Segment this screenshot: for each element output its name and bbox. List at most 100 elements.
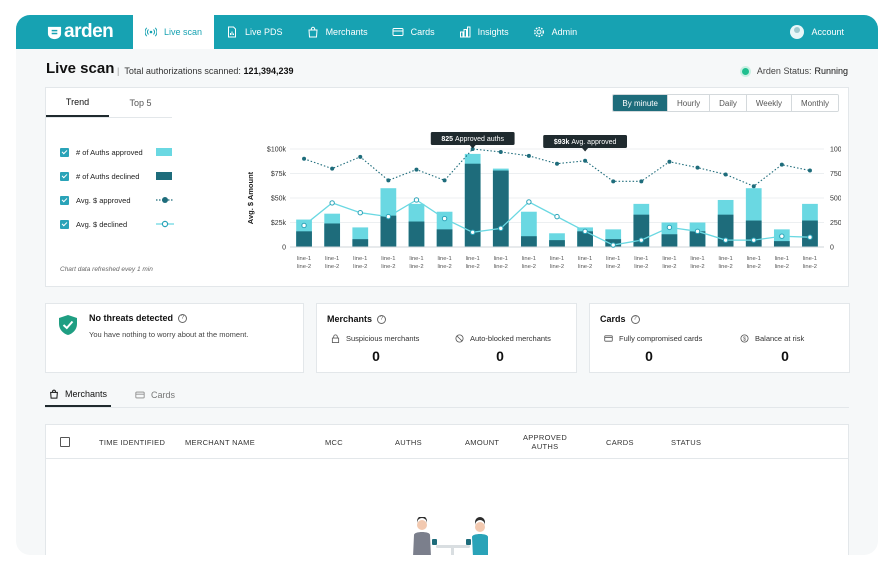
point-avg-approved	[667, 159, 672, 164]
legend-avg-approved[interactable]: Avg. $ approved	[60, 193, 190, 207]
arden-logo-icon	[47, 26, 62, 39]
chart-tooltip-arrow	[469, 145, 476, 149]
tab-merchants[interactable]: Merchants	[45, 383, 112, 407]
y-tick-right: 1000	[830, 147, 841, 154]
shopping-bag-icon	[50, 389, 58, 399]
checkbox-icon[interactable]	[60, 195, 69, 205]
metric-label-row: $ Balance at risk	[740, 334, 860, 343]
cards-card-title-text: Cards	[600, 314, 626, 324]
x-tick-label: line-1	[775, 256, 789, 262]
dotted-line-swatch-icon	[156, 197, 174, 203]
select-all-checkbox[interactable]	[60, 437, 70, 447]
col-merchant-name[interactable]: MERCHANT NAME	[185, 437, 256, 447]
x-tick-label: line-2	[719, 264, 733, 270]
chart-tooltip-label: Approved auths	[455, 136, 505, 143]
gran-by-minute[interactable]: By minute	[613, 95, 667, 111]
point-avg-approved	[358, 154, 363, 159]
tab-cards[interactable]: Cards	[131, 383, 179, 407]
shopping-bag-icon	[308, 26, 318, 38]
x-tick-label: line-2	[297, 264, 311, 270]
x-tick-label: line-2	[775, 264, 789, 270]
x-tick-label: line-1	[494, 256, 508, 262]
bar-auths-declined	[521, 236, 537, 247]
x-tick-label: line-1	[522, 256, 536, 262]
nav-live-scan-label: Live scan	[164, 27, 203, 37]
legend-auths-declined[interactable]: # of Auths declined	[60, 169, 190, 183]
help-icon[interactable]: ?	[630, 314, 640, 324]
point-avg-declined	[779, 233, 785, 239]
legend-auths-approved[interactable]: # of Auths approved	[60, 145, 190, 159]
nav-insights-label: Insights	[477, 27, 509, 37]
y-tick-right: 0	[830, 245, 834, 252]
bar-auths-declined	[408, 221, 425, 247]
gran-weekly[interactable]: Weekly	[745, 95, 791, 111]
legend-label: Avg. $ declined	[76, 219, 128, 229]
point-avg-declined	[301, 222, 307, 229]
nav-cards[interactable]: Cards	[380, 15, 447, 49]
account-menu[interactable]: Account	[790, 15, 844, 49]
y-axis-title-left: Avg. $ Amount	[246, 171, 255, 224]
point-avg-approved	[751, 184, 756, 189]
point-avg-approved	[442, 178, 447, 183]
metric-value: 0	[645, 348, 653, 364]
checkbox-icon[interactable]	[60, 147, 69, 157]
gran-monthly[interactable]: Monthly	[790, 95, 838, 111]
x-tick-label: line-2	[409, 264, 423, 270]
x-tick-label: line-2	[353, 264, 367, 270]
legend-avg-declined[interactable]: Avg. $ declined	[60, 217, 190, 231]
legend-label: Avg. $ approved	[76, 195, 131, 205]
line-avg-approved	[303, 148, 811, 187]
col-time-identified[interactable]: TIME IDENTIFIED	[99, 437, 166, 447]
point-avg-declined	[638, 237, 645, 243]
col-mcc[interactable]: MCC	[325, 437, 343, 447]
bar-dark-swatch-icon	[156, 172, 172, 180]
tab-trend[interactable]: Trend	[46, 88, 109, 117]
checkbox-icon[interactable]	[60, 219, 69, 229]
nav-live-pds[interactable]: Live PDS	[214, 15, 295, 49]
col-status[interactable]: STATUS	[671, 437, 702, 447]
col-amount[interactable]: AMOUNT	[465, 437, 500, 447]
metric-label: Fully compromised cards	[619, 334, 703, 343]
legend-label: # of Auths declined	[76, 171, 140, 181]
y-tick-left: $25k	[271, 220, 287, 227]
point-avg-approved	[414, 167, 419, 172]
point-avg-declined	[694, 228, 701, 235]
y-tick-right: 500	[830, 196, 841, 203]
col-approved-auths[interactable]: APPROVED AUTHS	[522, 433, 568, 451]
x-tick-label: line-2	[466, 264, 480, 270]
x-tick-label: line-2	[437, 264, 451, 270]
status-dot-icon	[741, 67, 749, 75]
cards-card: Cards ? Fully compromised cards 0 $ Bala…	[589, 303, 850, 373]
empty-state-illustration-icon	[413, 517, 488, 555]
nav-live-scan[interactable]: Live scan	[133, 15, 215, 49]
col-auths[interactable]: AUTHS	[395, 437, 422, 447]
point-avg-declined	[666, 224, 673, 231]
help-icon[interactable]: ?	[377, 314, 387, 324]
gran-daily[interactable]: Daily	[709, 95, 746, 111]
granularity-toggle: By minute Hourly Daily Weekly Monthly	[612, 94, 839, 112]
nav-merchants[interactable]: Merchants	[295, 15, 380, 49]
gran-hourly[interactable]: Hourly	[666, 95, 710, 111]
trend-chart: $100k 1000 $75k 750 $50k 500 $25k 250 0 0 Avg. $ A…	[246, 132, 841, 270]
col-cards[interactable]: CARDS	[606, 437, 634, 447]
bar-auths-declined	[745, 220, 762, 247]
x-tick-label: line-1	[297, 256, 311, 262]
legend-label: # of Auths approved	[76, 147, 143, 157]
tab-divider	[46, 117, 172, 118]
x-tick-label: line-2	[662, 264, 676, 270]
checkbox-icon[interactable]	[60, 171, 69, 181]
nav-admin[interactable]: Admin	[521, 15, 590, 49]
metric-value: 0	[496, 348, 504, 364]
point-avg-declined	[722, 237, 729, 243]
chart-tabs: Trend Top 5	[46, 88, 172, 117]
shield-check-icon	[59, 315, 77, 335]
point-avg-declined	[385, 213, 392, 220]
help-icon[interactable]: ?	[178, 313, 188, 323]
tab-top-5[interactable]: Top 5	[129, 97, 152, 108]
nav-insights[interactable]: Insights	[447, 15, 521, 49]
svg-text:$: $	[743, 336, 746, 342]
metric-label-row: Fully compromised cards	[604, 334, 724, 343]
arden-logo[interactable]: arden	[47, 21, 114, 43]
chart-tooltip-text: 825 Approved auths	[441, 136, 504, 143]
y-tick-left: 0	[282, 245, 286, 252]
